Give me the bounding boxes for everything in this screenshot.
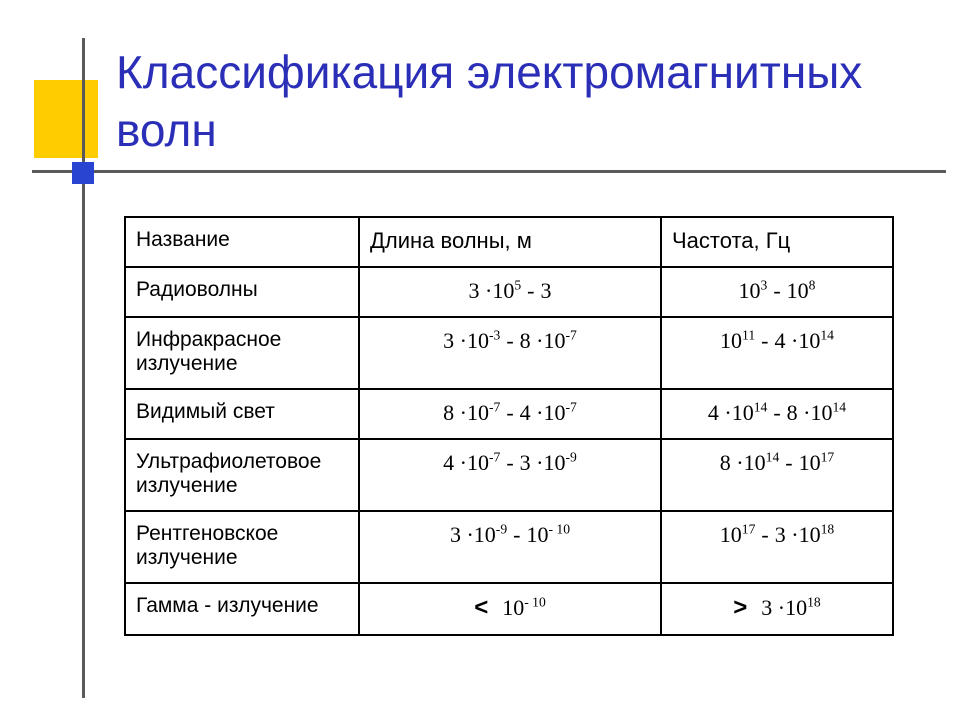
col-header-wavelength: Длина волны, м: [359, 217, 661, 267]
cell-frequency: 1011-4 ·1014: [661, 317, 893, 389]
deco-vertical-line: [82, 38, 85, 698]
table-row: Видимый свет8 ·10-7-4 ·10-74 ·1014-8 ·10…: [125, 389, 893, 439]
table-row: Рентгеновское излучение3 ·10-9-10- 10101…: [125, 511, 893, 583]
table-row: Гамма - излучение<10- 10>3 ·1018: [125, 583, 893, 635]
col-header-frequency: Частота, Гц: [661, 217, 893, 267]
cell-frequency: 1017-3 ·1018: [661, 511, 893, 583]
cell-wavelength: 3 ·10-3-8 ·10-7: [359, 317, 661, 389]
cell-frequency: 103-108: [661, 267, 893, 317]
cell-name: Рентгеновское излучение: [125, 511, 359, 583]
table-header-row: Название Длина волны, м Частота, Гц: [125, 217, 893, 267]
cell-wavelength: <10- 10: [359, 583, 661, 635]
classification-table: Название Длина волны, м Частота, Гц Ради…: [124, 216, 894, 636]
cell-wavelength: 3 ·10-9-10- 10: [359, 511, 661, 583]
cell-wavelength: 4 ·10-7-3 ·10-9: [359, 439, 661, 511]
cell-frequency: 8 ·1014-1017: [661, 439, 893, 511]
deco-square-blue: [72, 162, 94, 184]
cell-name: Ультрафиолетовое излучение: [125, 439, 359, 511]
deco-square-yellow: [34, 80, 98, 158]
cell-frequency: >3 ·1018: [661, 583, 893, 635]
table-row: Ультрафиолетовое излучение4 ·10-7-3 ·10-…: [125, 439, 893, 511]
cell-name: Радиоволны: [125, 267, 359, 317]
col-header-name: Название: [125, 217, 359, 267]
cell-name: Видимый свет: [125, 389, 359, 439]
slide: Классификация электромагнитных волн Назв…: [0, 0, 960, 720]
cell-wavelength: 3 ·105-3: [359, 267, 661, 317]
deco-horizontal-line: [32, 170, 946, 173]
classification-table-wrap: Название Длина волны, м Частота, Гц Ради…: [124, 216, 894, 636]
table-row: Инфракрасное излучение3 ·10-3-8 ·10-7101…: [125, 317, 893, 389]
slide-title: Классификация электромагнитных волн: [116, 44, 930, 159]
cell-name: Гамма - излучение: [125, 583, 359, 635]
table-row: Радиоволны3 ·105-3103-108: [125, 267, 893, 317]
cell-frequency: 4 ·1014-8 ·1014: [661, 389, 893, 439]
cell-wavelength: 8 ·10-7-4 ·10-7: [359, 389, 661, 439]
cell-name: Инфракрасное излучение: [125, 317, 359, 389]
